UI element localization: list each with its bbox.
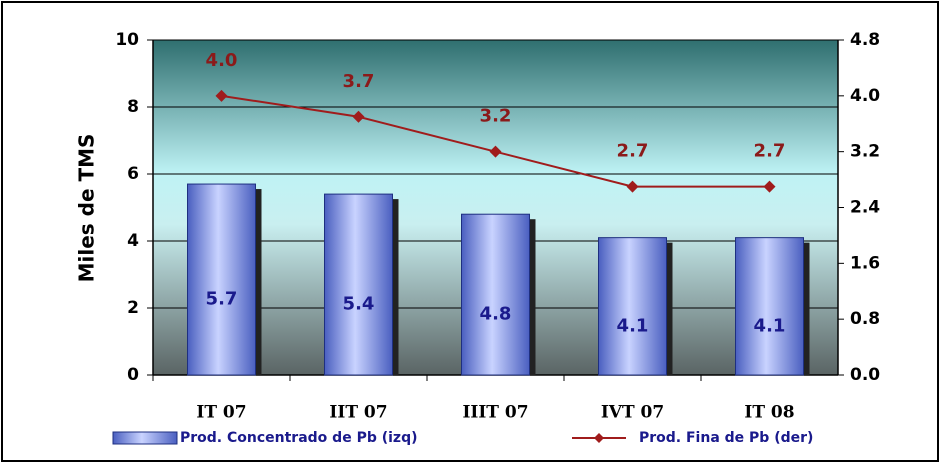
- line-value-label: 3.2: [480, 106, 512, 127]
- y-tick-label: 8: [127, 97, 139, 117]
- line-marker: [489, 145, 502, 158]
- line-marker: [352, 110, 365, 123]
- bar: [461, 213, 530, 376]
- x-tick-label: IT 08: [744, 403, 794, 423]
- y2-tick-label: 4.8: [850, 30, 880, 50]
- y-tick-label: 0: [127, 365, 139, 385]
- bar-value-label: 5.4: [343, 294, 375, 315]
- y-tick-label: 10: [115, 30, 139, 50]
- bar: [735, 237, 804, 376]
- x-tick-label: IT 07: [196, 403, 246, 423]
- y-axis-label: Miles de TMS: [75, 134, 99, 283]
- bar-value-label: 4.1: [617, 315, 649, 336]
- legend-label: Prod. Concentrado de Pb (izq): [180, 430, 418, 446]
- line-value-label: 4.0: [206, 50, 238, 71]
- y-tick-label: 6: [127, 164, 139, 184]
- bar: [324, 193, 393, 376]
- line-marker: [626, 180, 639, 193]
- x-tick-label: IVT 07: [601, 403, 664, 423]
- x-tick-label: IIT 07: [329, 403, 387, 423]
- line-value-label: 2.7: [754, 141, 786, 162]
- line-marker: [215, 89, 228, 102]
- y2-tick-label: 2.4: [850, 198, 880, 218]
- bar-value-label: 4.1: [754, 315, 786, 336]
- y-tick-label: 2: [127, 298, 139, 318]
- y2-tick-label: 0.0: [850, 365, 880, 385]
- line-value-label: 2.7: [617, 141, 649, 162]
- y2-tick-label: 1.6: [850, 253, 880, 273]
- line-value-label: 3.7: [343, 71, 375, 92]
- bar-value-label: 5.7: [206, 289, 238, 310]
- y2-tick-label: 4.0: [850, 86, 880, 106]
- y-tick-label: 4: [127, 231, 139, 251]
- bar: [598, 237, 667, 376]
- line-marker: [763, 180, 776, 193]
- legend-swatch: [112, 431, 178, 445]
- y2-tick-label: 3.2: [850, 142, 880, 162]
- y2-tick-label: 0.8: [850, 309, 880, 329]
- legend-label: Prod. Fina de Pb (der): [639, 430, 813, 446]
- bar-value-label: 4.8: [480, 304, 512, 325]
- legend-marker: [594, 433, 604, 443]
- bar: [187, 183, 256, 376]
- x-tick-label: IIIT 07: [462, 403, 528, 423]
